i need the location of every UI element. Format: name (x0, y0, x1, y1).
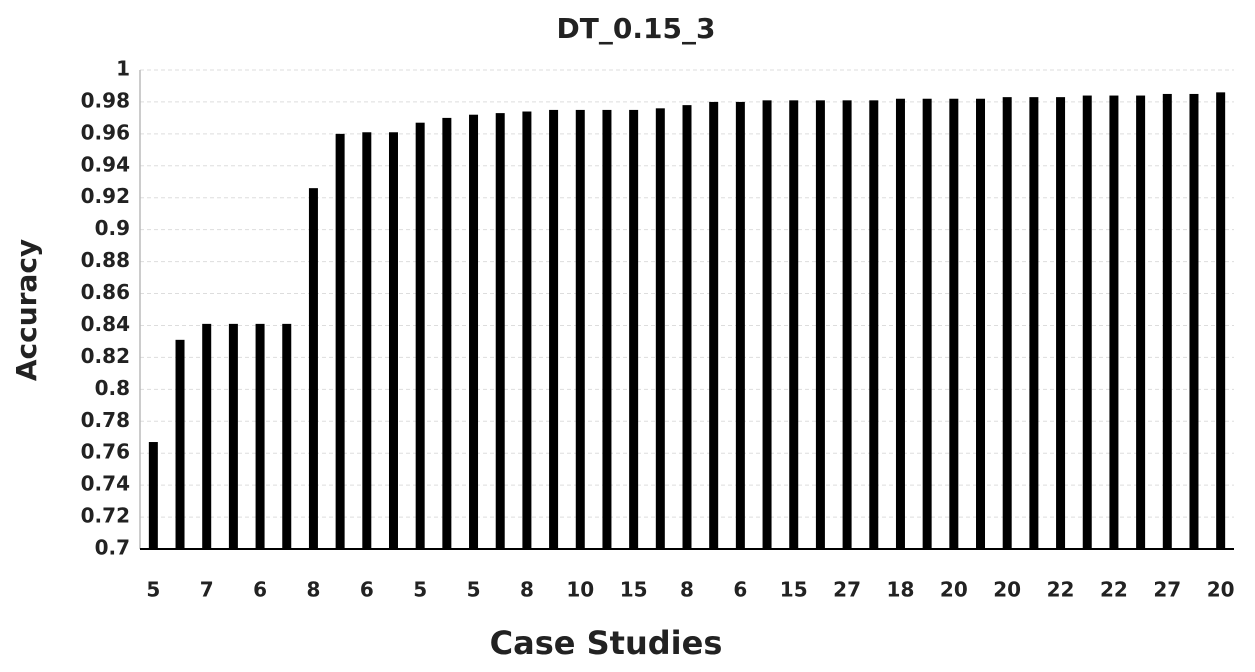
x-tick-label: 6 (253, 578, 267, 602)
bar (549, 109, 559, 550)
bar (1216, 92, 1226, 549)
x-tick-label: 5 (146, 578, 160, 602)
bar (202, 323, 212, 549)
y-tick-label: 0.88 (81, 248, 130, 272)
bar (495, 113, 505, 550)
y-tick-label: 0.82 (81, 344, 130, 368)
bar (1136, 95, 1146, 550)
y-tick-label: 0.78 (81, 408, 130, 432)
bar (949, 98, 959, 550)
x-axis-title: Case Studies (490, 624, 723, 662)
bar (228, 323, 238, 549)
y-tick-label: 0.8 (95, 376, 130, 400)
bar (815, 100, 825, 549)
x-tick-label: 18 (887, 578, 915, 602)
y-tick-label: 0.94 (81, 152, 130, 176)
bar (388, 132, 398, 549)
bar (282, 323, 292, 549)
y-tick-label: 0.98 (81, 88, 130, 112)
bar (1109, 95, 1119, 550)
y-tick-label: 0.7 (95, 536, 130, 560)
x-tick-label: 20 (1207, 578, 1235, 602)
y-tick-label: 0.92 (81, 184, 130, 208)
bar (442, 117, 452, 550)
x-tick-label: 5 (413, 578, 427, 602)
x-tick-label: 27 (1153, 578, 1181, 602)
bar (415, 122, 425, 549)
x-tick-label: 6 (733, 578, 747, 602)
bar (602, 109, 612, 550)
bar (308, 188, 318, 550)
bar (735, 101, 745, 549)
bar (976, 98, 986, 550)
bar (842, 100, 852, 549)
chart-title: DT_0.15_3 (557, 12, 716, 45)
x-tick-label: 8 (520, 578, 534, 602)
x-tick-label: 15 (780, 578, 808, 602)
x-tick-label: 8 (680, 578, 694, 602)
bar (1056, 97, 1066, 549)
y-tick-label: 1 (116, 57, 130, 81)
y-tick-label: 0.72 (81, 504, 130, 528)
x-tick-label: 27 (833, 578, 861, 602)
bar (362, 132, 372, 549)
bar (1029, 97, 1039, 549)
x-tick-label: 22 (1047, 578, 1075, 602)
y-axis-title: Accuracy (10, 239, 43, 381)
x-tick-label: 7 (200, 578, 214, 602)
bar (1189, 93, 1199, 549)
bar (175, 339, 185, 549)
y-tick-label: 0.76 (81, 440, 130, 464)
y-tick-label: 0.84 (81, 312, 130, 336)
bar (522, 111, 532, 549)
bar (469, 114, 479, 549)
bar (922, 98, 932, 550)
bar (655, 108, 665, 549)
bar (1162, 93, 1172, 549)
x-tick-label: 20 (940, 578, 968, 602)
bar (335, 133, 345, 549)
y-tick-label: 0.74 (81, 472, 130, 496)
bar (709, 101, 719, 549)
bar (869, 100, 879, 549)
bar (789, 100, 799, 549)
y-tick-label: 0.86 (81, 280, 130, 304)
x-tick-label: 8 (306, 578, 320, 602)
bar (575, 109, 585, 550)
x-tick-label: 22 (1100, 578, 1128, 602)
bar (762, 100, 772, 549)
bar (148, 442, 158, 549)
x-tick-label: 10 (566, 578, 594, 602)
bar (1082, 95, 1092, 550)
x-tick-label: 15 (620, 578, 648, 602)
bar (682, 105, 692, 550)
bar (255, 323, 265, 549)
x-tick-label: 20 (993, 578, 1021, 602)
x-tick-label: 6 (360, 578, 374, 602)
bar (629, 109, 639, 550)
y-tick-label: 0.96 (81, 120, 130, 144)
bar (895, 98, 905, 550)
bar (1002, 97, 1012, 549)
y-tick-label: 0.9 (95, 216, 130, 240)
x-tick-label: 5 (467, 578, 481, 602)
